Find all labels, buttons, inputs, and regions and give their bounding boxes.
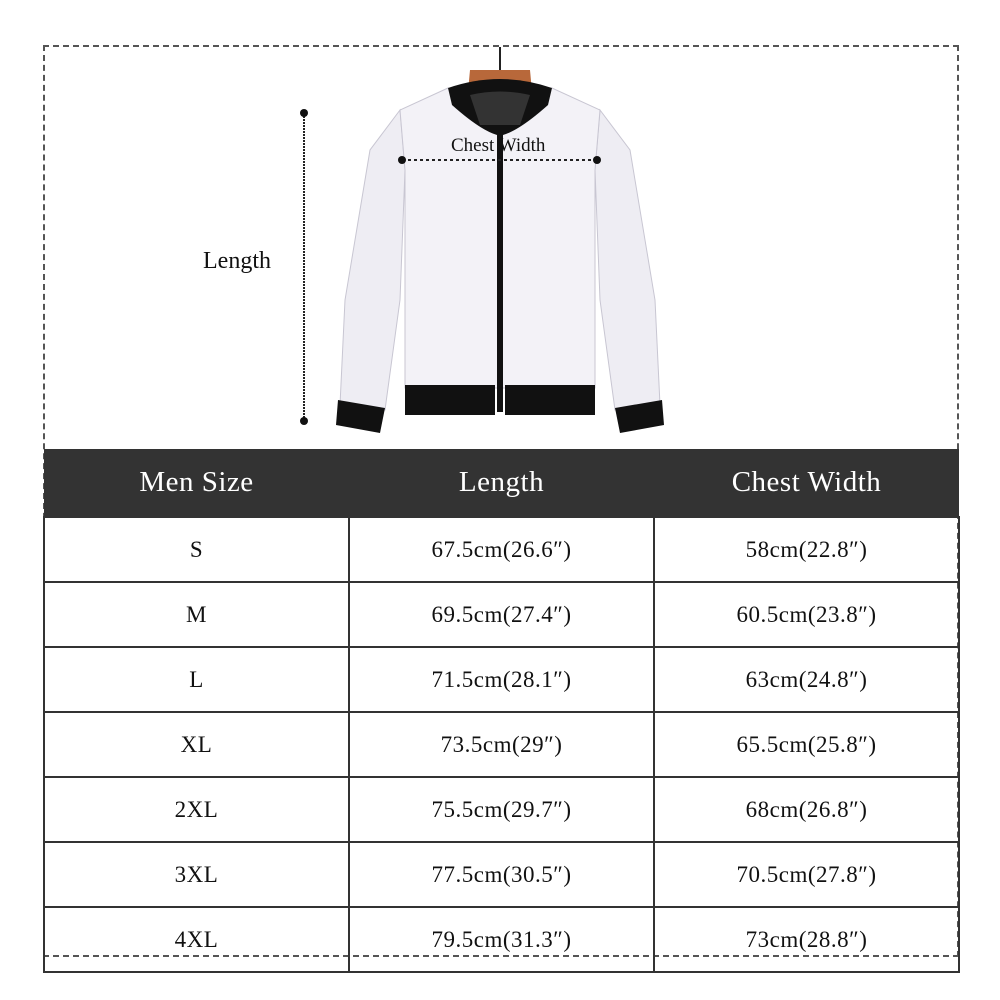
jacket-illustration	[300, 47, 664, 433]
chest-cell: 63cm(24.8″)	[653, 646, 960, 713]
header-men-size: Men Size	[44, 449, 349, 517]
header-chest-width: Chest Width	[654, 449, 959, 517]
table-row: 2XL 75.5cm(29.7″) 68cm(26.8″)	[43, 776, 960, 843]
size-cell: 2XL	[43, 776, 350, 843]
size-cell: S	[43, 516, 350, 583]
chest-cell: 60.5cm(23.8″)	[653, 581, 960, 648]
length-cell: 73.5cm(29″)	[348, 711, 655, 778]
chest-cell: 65.5cm(25.8″)	[653, 711, 960, 778]
chest-cell: 70.5cm(27.8″)	[653, 841, 960, 908]
length-cell: 67.5cm(26.6″)	[348, 516, 655, 583]
chest-width-label: Chest Width	[451, 135, 546, 156]
length-cell: 71.5cm(28.1″)	[348, 646, 655, 713]
table-row: 4XL 79.5cm(31.3″) 73cm(28.8″)	[43, 906, 960, 973]
size-cell: 3XL	[43, 841, 350, 908]
length-cell: 69.5cm(27.4″)	[348, 581, 655, 648]
table-row: L 71.5cm(28.1″) 63cm(24.8″)	[43, 646, 960, 713]
table-header-row: Men Size Length Chest Width	[44, 449, 959, 517]
length-cell: 75.5cm(29.7″)	[348, 776, 655, 843]
length-cell: 77.5cm(30.5″)	[348, 841, 655, 908]
size-cell: M	[43, 581, 350, 648]
header-length: Length	[349, 449, 654, 517]
chest-cell: 68cm(26.8″)	[653, 776, 960, 843]
size-cell: XL	[43, 711, 350, 778]
chest-cell: 58cm(22.8″)	[653, 516, 960, 583]
size-table: Men Size Length Chest Width S 67.5cm(26.6…	[43, 449, 960, 973]
table-row: XL 73.5cm(29″) 65.5cm(25.8″)	[43, 711, 960, 778]
length-cell: 79.5cm(31.3″)	[348, 906, 655, 973]
table-row: S 67.5cm(26.6″) 58cm(22.8″)	[43, 516, 960, 583]
length-label: Length	[203, 248, 271, 274]
chest-cell: 73cm(28.8″)	[653, 906, 960, 973]
table-row: M 69.5cm(27.4″) 60.5cm(23.8″)	[43, 581, 960, 648]
table-row: 3XL 77.5cm(30.5″) 70.5cm(27.8″)	[43, 841, 960, 908]
size-cell: L	[43, 646, 350, 713]
size-cell: 4XL	[43, 906, 350, 973]
